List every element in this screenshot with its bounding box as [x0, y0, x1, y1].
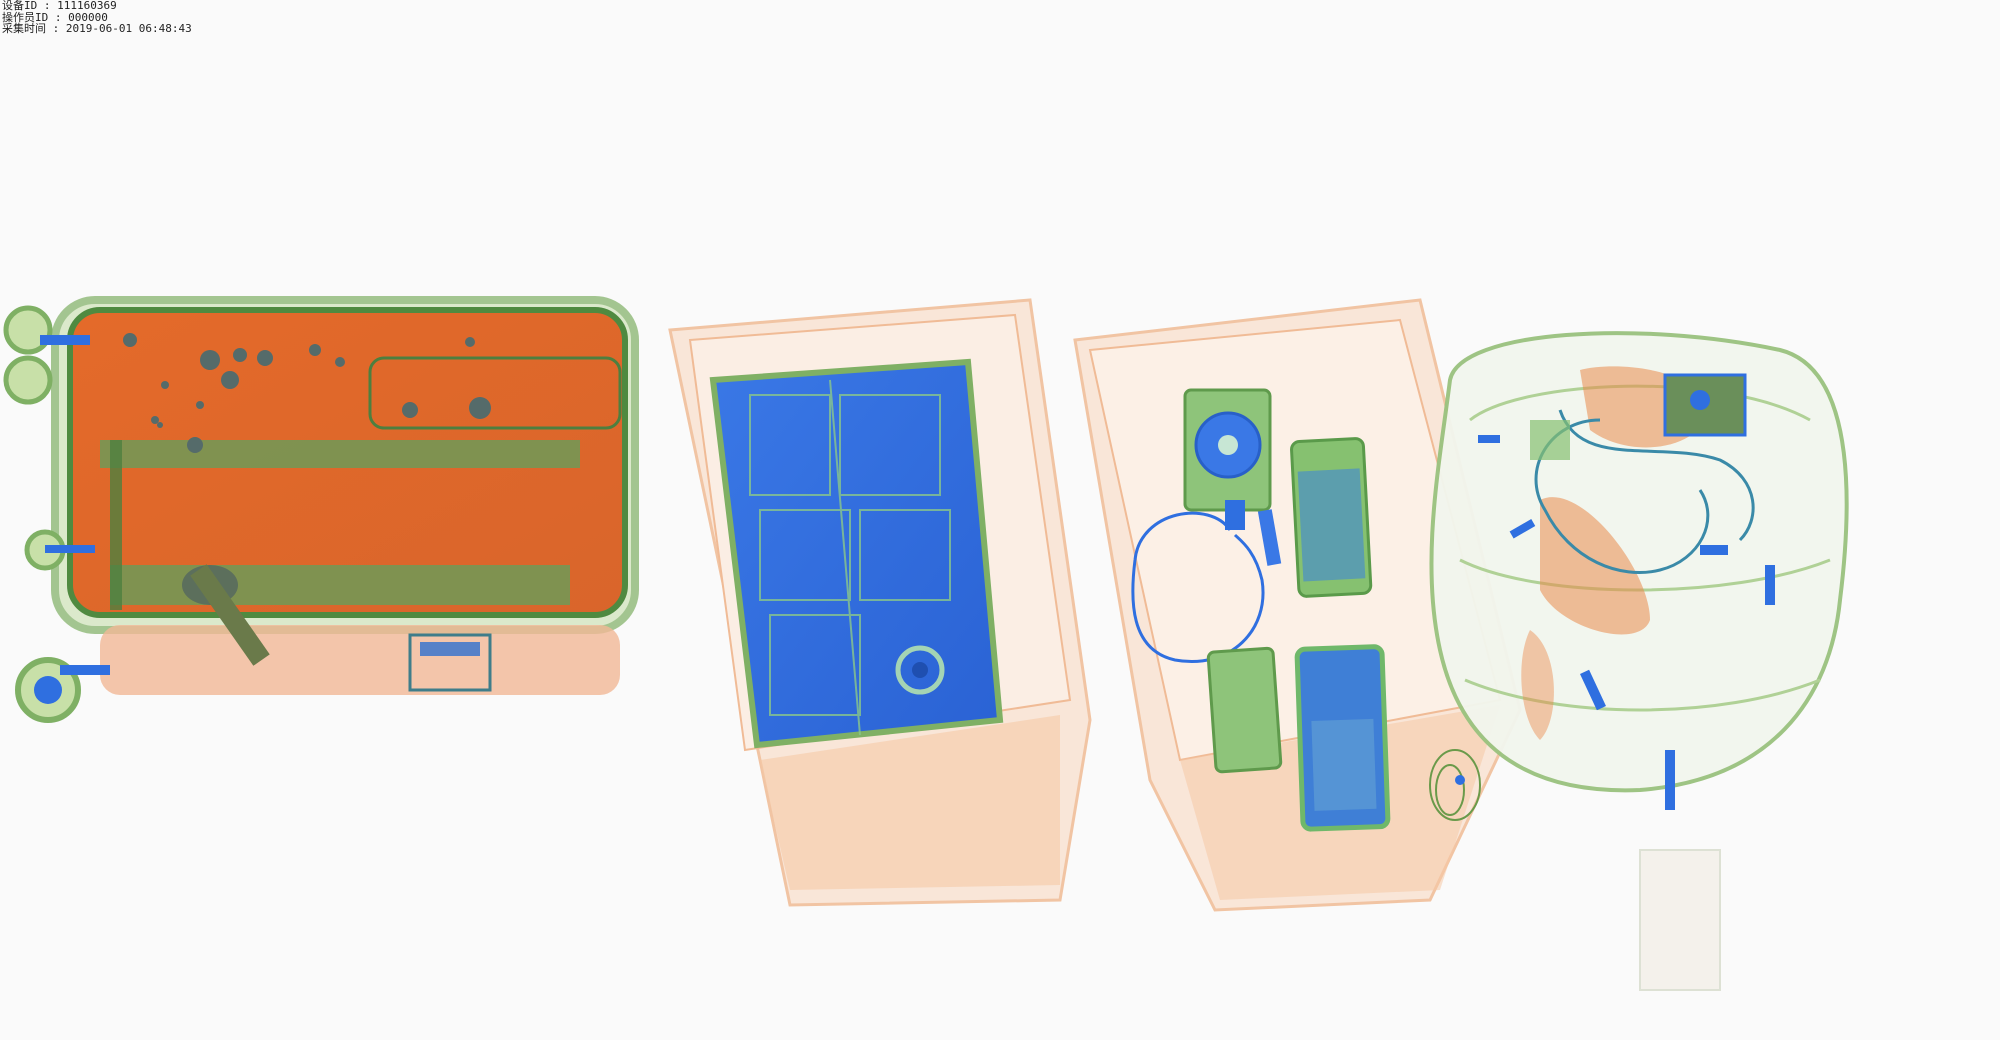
device-id-label: 设备ID : 111160369 [2, 0, 117, 12]
tray-devices-scan [1073, 298, 1522, 912]
suitcase-scan [3, 296, 639, 723]
hard-drive-scan [1183, 388, 1282, 566]
scan-metadata: 设备ID : 111160369 操作员ID : 000000 采集时间 : 2… [2, 0, 192, 35]
suitcase-wheels [3, 305, 110, 723]
tray-laptop-scan [668, 298, 1092, 907]
operator-id-label: 操作员ID : 000000 [2, 10, 108, 24]
backpack-scan [1429, 331, 1849, 991]
capture-time-label: 采集时间 : 2019-06-01 06:48:43 [2, 22, 192, 35]
